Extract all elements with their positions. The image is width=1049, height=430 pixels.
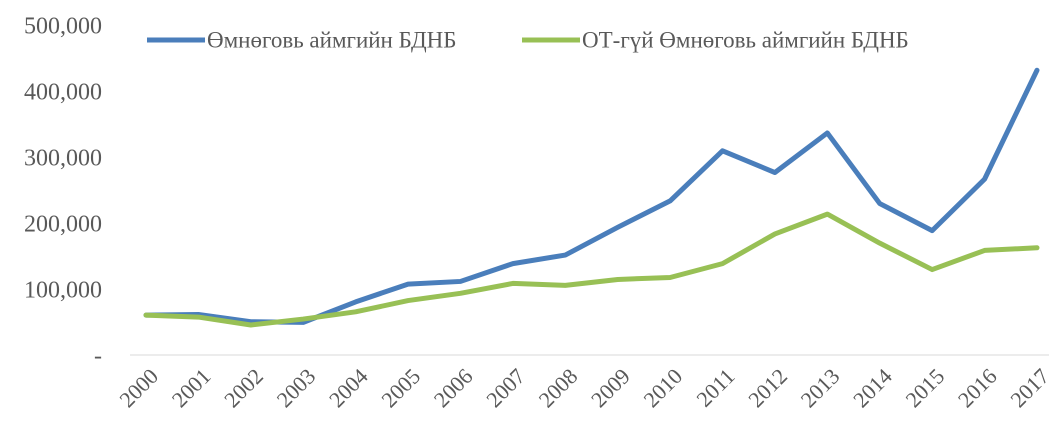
y-tick-label: -: [94, 344, 102, 370]
x-tick-label: 2013: [796, 363, 845, 412]
x-tick-label: 2006: [429, 363, 478, 412]
x-tick-label: 2017: [1005, 363, 1049, 412]
x-tick-label: 2015: [900, 363, 949, 412]
x-tick-label: 2005: [376, 363, 425, 412]
y-tick-label: 400,000: [24, 80, 102, 106]
x-tick-label: 2011: [691, 363, 739, 411]
x-tick-label: 2001: [167, 363, 216, 412]
x-tick-label: 2004: [324, 363, 373, 412]
x-tick-label: 2007: [481, 363, 530, 412]
data-line: [143, 211, 1040, 328]
x-tick-label: 2010: [638, 363, 687, 412]
legend-label: ОТ-гүй Өмнөговь аймгийн БДНБ: [582, 27, 909, 52]
x-tick-label: 2009: [586, 363, 635, 412]
x-tick-label: 2003: [272, 363, 321, 412]
x-tick-label: 2016: [953, 363, 1002, 412]
y-tick-label: 200,000: [24, 212, 102, 238]
x-tick-label: 2000: [114, 363, 163, 412]
y-tick-label: 100,000: [24, 278, 102, 304]
y-tick-label: 500,000: [24, 14, 102, 40]
y-tick-label: 300,000: [24, 146, 102, 172]
x-tick-label: 2012: [743, 363, 792, 412]
x-tick-label: 2008: [534, 363, 583, 412]
legend-label: Өмнөговь аймгийн БДНБ: [207, 27, 456, 52]
x-tick-label: 2002: [219, 363, 268, 412]
x-tick-label: 2014: [848, 363, 897, 412]
